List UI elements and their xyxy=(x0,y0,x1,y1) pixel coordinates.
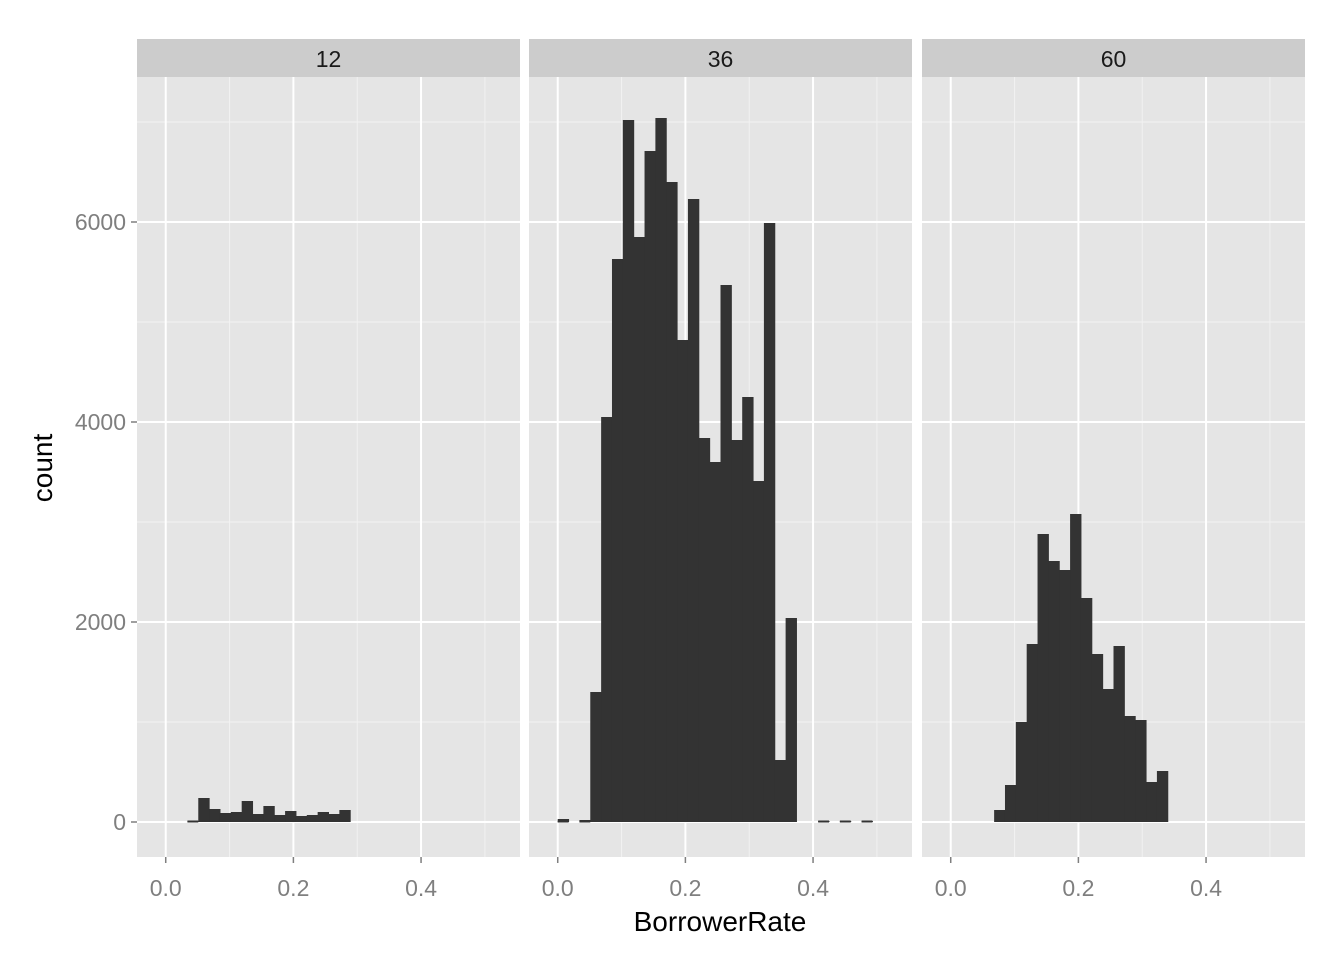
facet-strip xyxy=(529,39,912,77)
histogram-bar xyxy=(1091,654,1104,822)
facet-panel-36: 36 0.0 0.2 0.4 xyxy=(529,39,912,901)
histogram-bar xyxy=(633,237,646,822)
x-axis-title: BorrowerRate xyxy=(634,906,807,937)
histogram-bar xyxy=(742,397,754,822)
histogram-bar xyxy=(644,151,656,822)
histogram-bar xyxy=(219,813,232,822)
histogram-bar xyxy=(1102,689,1114,822)
histogram-bar xyxy=(241,801,254,822)
panel-background xyxy=(137,77,520,857)
histogram-bar xyxy=(763,223,776,822)
histogram-bar xyxy=(601,417,613,822)
histogram-bar xyxy=(666,182,678,822)
histogram-bar xyxy=(339,810,351,822)
y-tick-label: 4000 xyxy=(75,409,126,435)
histogram-bar xyxy=(1037,534,1049,822)
histogram-bar xyxy=(611,259,624,822)
histogram-bar xyxy=(1048,561,1060,822)
histogram-bar xyxy=(590,692,602,822)
histogram-bar xyxy=(295,816,308,822)
histogram-bar xyxy=(1113,646,1125,822)
histogram-bar xyxy=(1080,598,1093,822)
x-tick-label: 0.0 xyxy=(935,875,967,901)
x-tick-label: 0.0 xyxy=(150,875,182,901)
y-axis-title: count xyxy=(27,434,58,503)
x-tick-label: 0.0 xyxy=(542,875,574,901)
y-tick-label: 2000 xyxy=(75,609,126,635)
y-axis: 0 2000 4000 6000 xyxy=(75,209,137,835)
histogram-bar xyxy=(230,812,243,822)
histogram-bar-small xyxy=(861,820,873,823)
histogram-bar xyxy=(1026,644,1039,822)
histogram-bar xyxy=(209,809,221,822)
histogram-bar xyxy=(785,618,797,822)
x-tick-label: 0.4 xyxy=(797,875,829,901)
histogram-bar xyxy=(328,814,340,822)
histogram-bar-small xyxy=(839,820,851,823)
histogram-bar-small xyxy=(187,820,199,823)
histogram-bar xyxy=(1135,720,1147,822)
facet-panel-60: 60 0.0 0.2 0.4 xyxy=(922,39,1305,901)
x-tick-label: 0.2 xyxy=(1062,875,1094,901)
histogram-bar xyxy=(622,120,635,822)
histogram-bar xyxy=(1124,716,1136,822)
histogram-bar xyxy=(306,815,319,822)
histogram-bar xyxy=(263,806,275,822)
histogram-bar xyxy=(731,440,743,822)
histogram-bar xyxy=(677,340,689,822)
histogram-bar xyxy=(317,812,329,822)
histogram-bar xyxy=(1059,570,1071,822)
x-tick-label: 0.4 xyxy=(405,875,437,901)
facet-panels: 12 0.0 0.2 0.4 36 0.0 0.2 0.4 60 0.0 0.2 0.4 xyxy=(137,39,1305,901)
histogram-bar xyxy=(720,285,732,822)
histogram-bar xyxy=(698,438,711,822)
histogram-bar-small xyxy=(557,820,569,823)
histogram-bar-small xyxy=(579,820,591,823)
histogram-bar xyxy=(994,810,1006,822)
facet-strip-label: 12 xyxy=(316,46,342,72)
histogram-bar xyxy=(1070,514,1082,822)
x-tick-label: 0.2 xyxy=(277,875,309,901)
histogram-bar-small xyxy=(818,820,830,823)
y-tick-label: 6000 xyxy=(75,209,126,235)
facet-panel-12: 12 0.0 0.2 0.4 xyxy=(137,39,520,901)
histogram-bar xyxy=(285,811,297,822)
histogram-bar xyxy=(655,118,667,822)
histogram-bar xyxy=(1146,782,1158,822)
histogram-bar xyxy=(198,798,210,822)
facet-strip-label: 60 xyxy=(1101,46,1127,72)
histogram-bar xyxy=(774,760,787,822)
histogram-bar xyxy=(252,814,264,822)
y-tick-label: 0 xyxy=(113,809,126,835)
facet-strip xyxy=(922,39,1305,77)
facet-strip-label: 36 xyxy=(708,46,734,72)
facet-strip xyxy=(137,39,520,77)
x-tick-label: 0.2 xyxy=(669,875,701,901)
histogram-bar xyxy=(1004,785,1017,822)
histogram-bar xyxy=(753,481,765,822)
x-tick-label: 0.4 xyxy=(1190,875,1222,901)
histogram-bar xyxy=(1015,722,1028,822)
histogram-bar xyxy=(1156,771,1169,822)
histogram-bar xyxy=(687,199,700,822)
histogram-bar xyxy=(274,815,286,822)
histogram-bar xyxy=(709,462,721,822)
